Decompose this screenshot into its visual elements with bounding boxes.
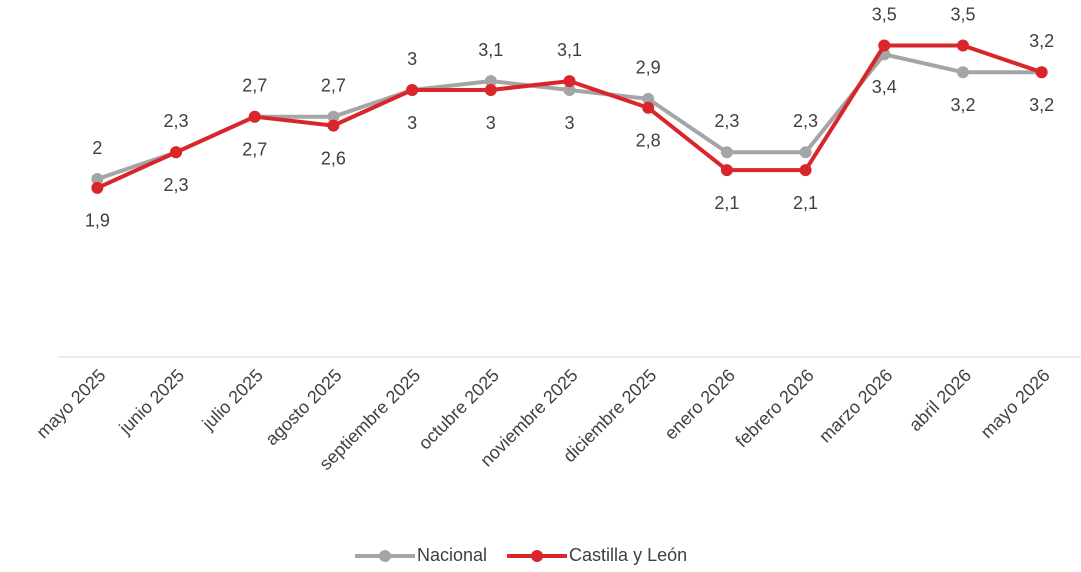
data-label: 2,3 xyxy=(714,111,739,131)
point xyxy=(563,75,576,88)
data-label: 2,7 xyxy=(242,75,267,95)
point xyxy=(956,66,969,79)
point xyxy=(91,181,104,194)
point xyxy=(248,110,261,123)
data-label: 3,2 xyxy=(950,95,975,115)
data-label: 3,1 xyxy=(478,40,503,60)
point xyxy=(484,84,497,96)
data-label: 3 xyxy=(564,113,574,133)
x-tick-label: julio 2025 xyxy=(198,365,267,434)
point xyxy=(327,119,340,132)
point xyxy=(327,110,340,123)
data-label: 3 xyxy=(407,113,417,133)
x-tick-label: marzo 2026 xyxy=(815,365,896,446)
data-label: 3,2 xyxy=(1029,95,1054,115)
point xyxy=(484,75,497,88)
point xyxy=(406,84,419,96)
data-label: 2 xyxy=(92,138,102,158)
point xyxy=(799,146,812,159)
x-tick-label: junio 2025 xyxy=(115,365,189,439)
point xyxy=(878,39,891,52)
data-label: 2,1 xyxy=(793,193,818,213)
data-label: 3 xyxy=(486,113,496,133)
point xyxy=(91,173,104,185)
legend-marker xyxy=(531,550,544,562)
data-label: 3,5 xyxy=(950,4,975,24)
x-tick-label: agosto 2025 xyxy=(261,365,345,449)
data-label: 2,3 xyxy=(793,111,818,131)
data-label: 3 xyxy=(407,49,417,69)
point xyxy=(956,39,969,52)
x-tick-label: febrero 2026 xyxy=(731,365,817,451)
data-label: 2,8 xyxy=(636,131,661,151)
data-label: 3,1 xyxy=(557,40,582,60)
x-tick-label: mayo 2025 xyxy=(32,365,109,442)
point xyxy=(642,101,655,114)
point xyxy=(799,164,812,177)
data-label: 2,7 xyxy=(242,139,267,159)
point xyxy=(563,84,576,96)
data-label: 2,9 xyxy=(636,58,661,78)
data-label: 2,3 xyxy=(164,111,189,131)
point xyxy=(170,146,183,159)
data-label: 2,1 xyxy=(714,193,739,213)
x-tick-label: enero 2026 xyxy=(661,365,740,444)
point xyxy=(720,164,733,177)
data-label: 1,9 xyxy=(85,211,110,231)
data-label: 2,3 xyxy=(164,175,189,195)
data-label: 3,4 xyxy=(872,77,897,97)
data-label: 2,7 xyxy=(321,75,346,95)
x-tick-label: octubre 2025 xyxy=(415,365,503,453)
legend-label: Castilla y León xyxy=(569,545,687,565)
x-tick-label: abril 2026 xyxy=(905,365,975,435)
data-label: 3,2 xyxy=(1029,31,1054,51)
data-label: 2,6 xyxy=(321,148,346,168)
point xyxy=(1035,66,1048,79)
point xyxy=(720,146,733,159)
point xyxy=(642,92,655,105)
legend-marker xyxy=(379,550,391,562)
x-tick-label: mayo 2026 xyxy=(977,365,1054,442)
data-label: 3,5 xyxy=(872,4,897,24)
legend-label: Nacional xyxy=(417,545,487,565)
